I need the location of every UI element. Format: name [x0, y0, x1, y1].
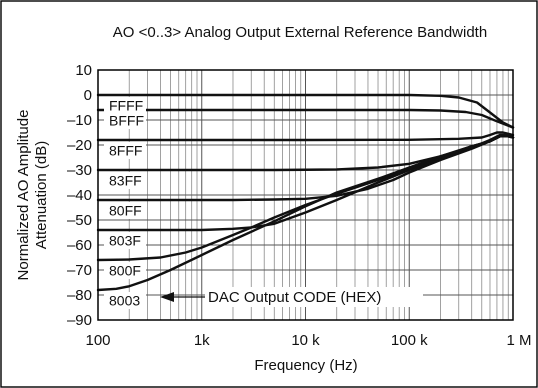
series-label-83ff: 83FF — [109, 173, 142, 189]
series-line-bfff — [96, 108, 515, 129]
y-tick-label: –50 — [67, 212, 92, 229]
y-tick-label: –90 — [67, 312, 92, 329]
series-label-background — [104, 97, 146, 114]
series-line-ffff — [96, 93, 515, 129]
series-line-8003 — [96, 135, 515, 292]
x-tick-label: 1k — [194, 332, 210, 349]
series-label-background — [104, 202, 146, 219]
annotation-text: DAC Output CODE (HEX) — [208, 289, 381, 306]
series-label-800f: 800F — [109, 263, 141, 279]
x-tick-label: 100 — [85, 332, 110, 349]
series-label-ffff: FFFF — [109, 98, 143, 114]
y-tick-label: –60 — [67, 237, 92, 254]
x-tick-label: 100 k — [391, 332, 428, 349]
series-label-80ff: 80FF — [109, 203, 142, 219]
grid-layer — [98, 70, 513, 320]
y-axis-title-line-1: Normalized AO Amplitude — [15, 110, 32, 281]
chart-title: AO <0..3> Analog Output External Referen… — [113, 24, 487, 41]
series-label-background — [104, 142, 146, 159]
y-axis-title-line-2: Attenuation (dB) — [33, 141, 50, 249]
series-line-8fff — [96, 131, 515, 142]
y-tick-label: –20 — [67, 137, 92, 154]
y-tick-label: 0 — [84, 87, 92, 104]
y-tick-label: 10 — [75, 62, 92, 79]
y-tick-label: –10 — [67, 112, 92, 129]
series-label-8003: 8003 — [109, 293, 140, 309]
y-tick-label: –70 — [67, 262, 92, 279]
x-tick-label: 1 M — [506, 332, 531, 349]
series-label-803f: 803F — [109, 233, 141, 249]
plot-area-border — [97, 69, 514, 321]
series-label-background — [104, 112, 146, 129]
series-label-bfff: BFFF — [109, 113, 144, 129]
annotation-layer: DAC Output CODE (HEX) — [160, 287, 423, 307]
series-label-background — [104, 292, 146, 309]
x-axis-title: Frequency (Hz) — [254, 357, 357, 374]
series-label-background — [104, 172, 146, 189]
annotation-arrow-head — [160, 292, 174, 302]
x-tick-label: 10 k — [291, 332, 320, 349]
curve-layer — [96, 93, 515, 292]
series-label-8fff: 8FFF — [109, 143, 142, 159]
y-tick-label: –30 — [67, 162, 92, 179]
annotation-background — [205, 287, 423, 307]
series-label-background — [104, 232, 146, 249]
y-tick-label: –80 — [67, 287, 92, 304]
series-label-background — [104, 262, 146, 279]
y-tick-label: –40 — [67, 187, 92, 204]
